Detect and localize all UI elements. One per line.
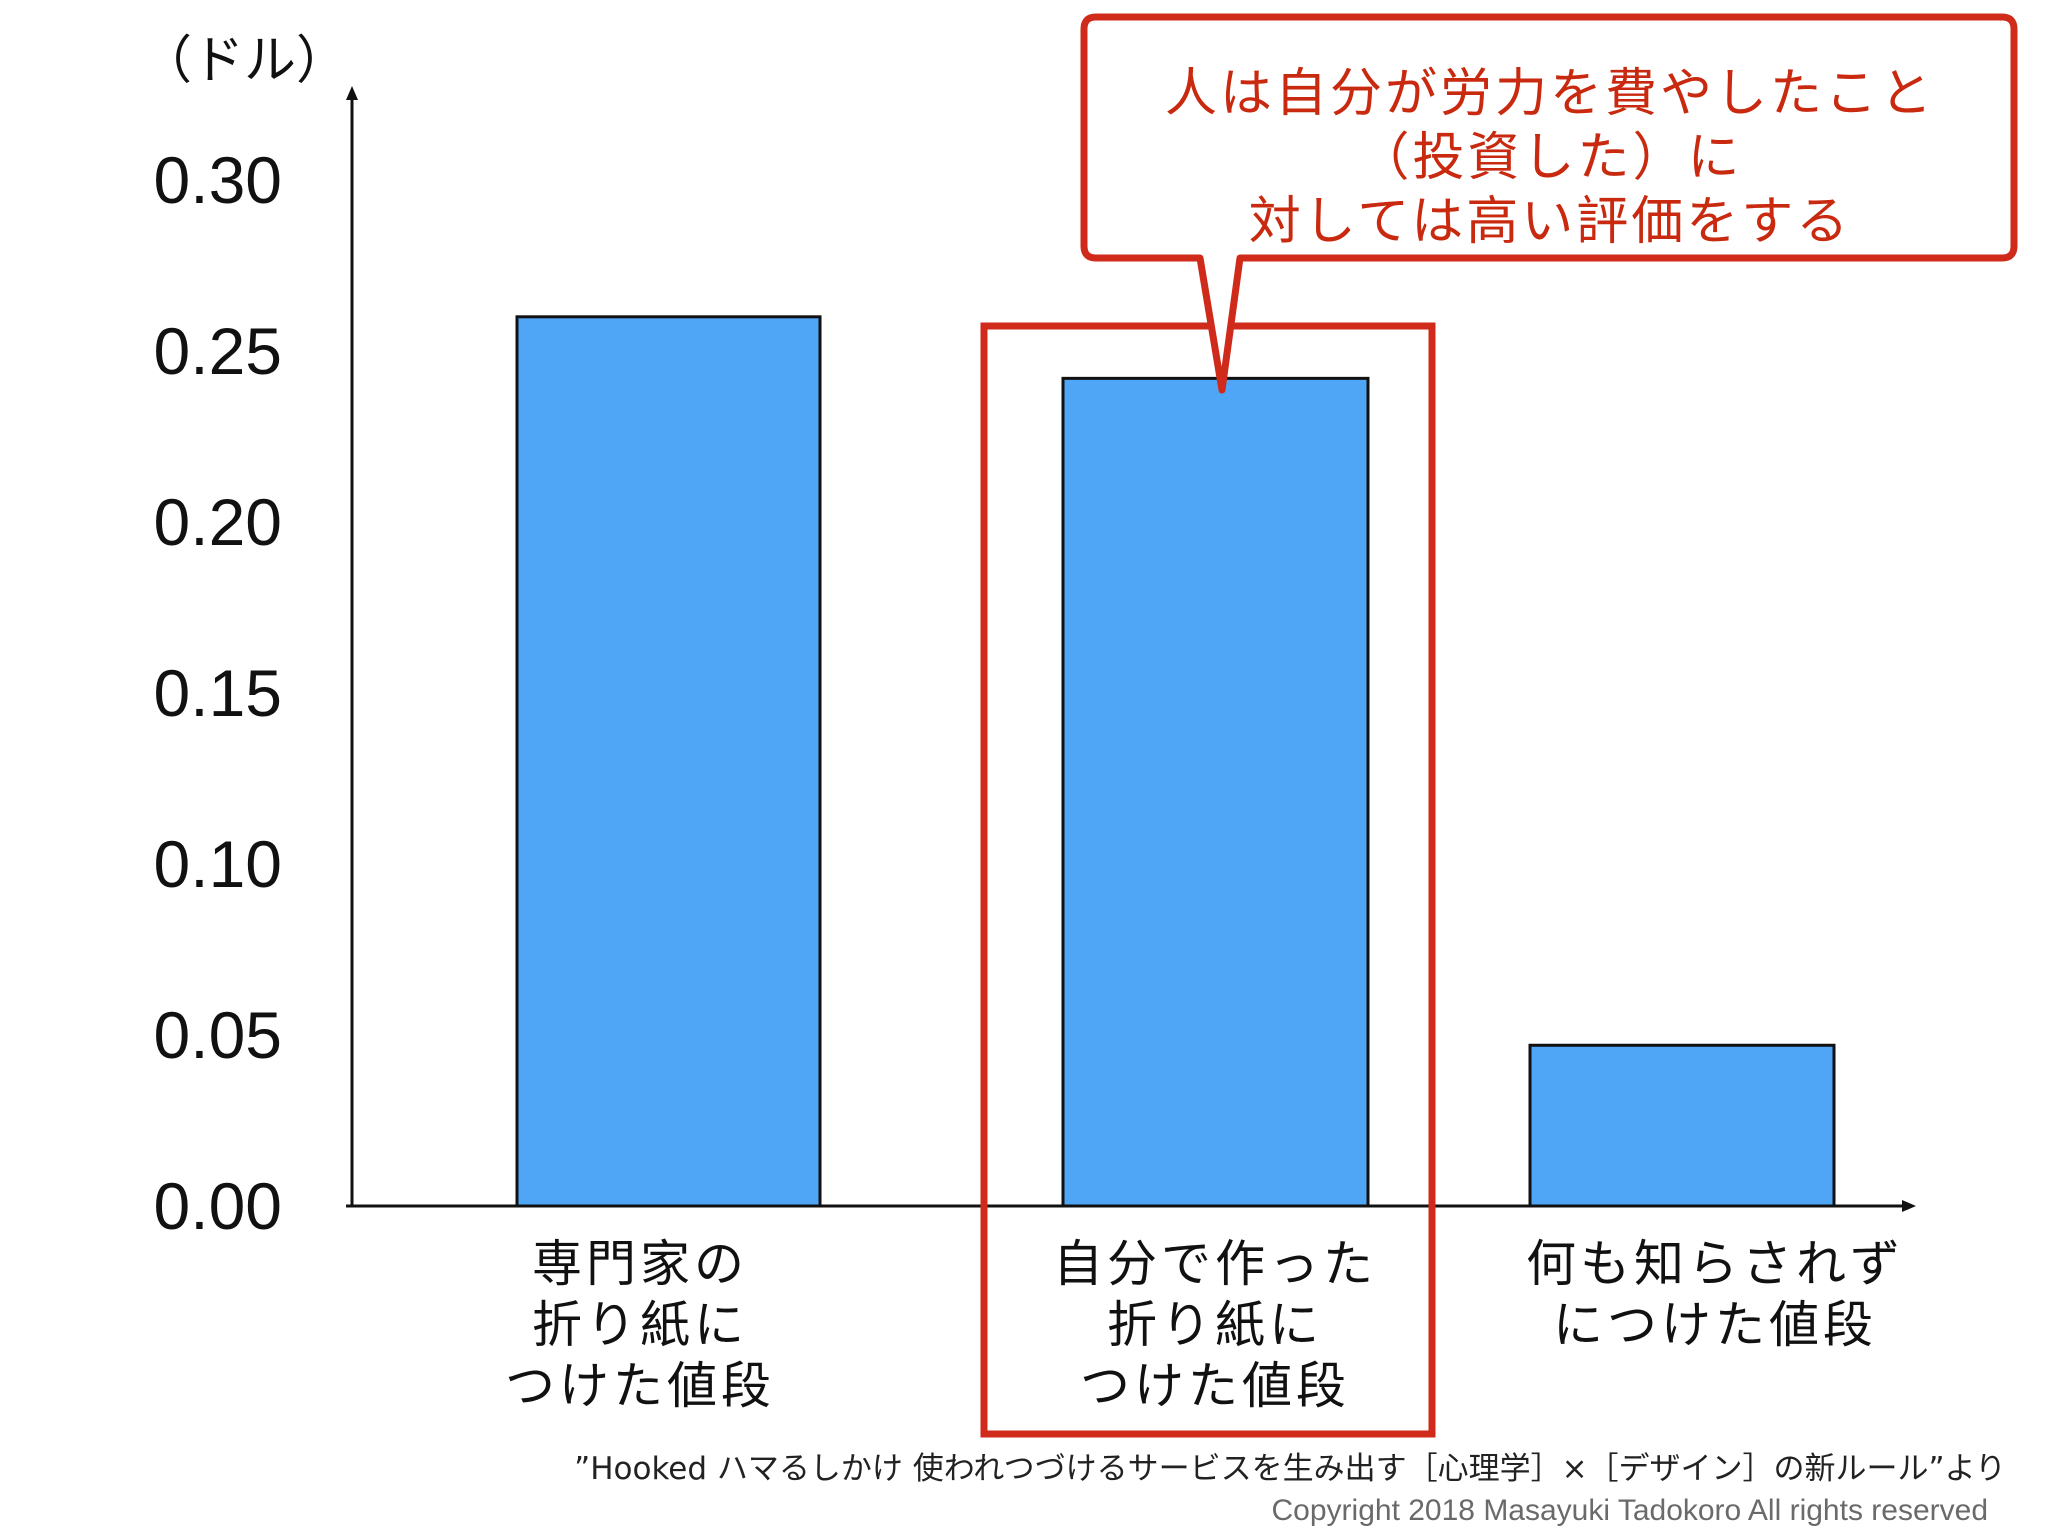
y-axis-arrow-icon [346,86,358,100]
category-label-line: つけた値段 [505,1357,775,1415]
y-tick-label: 0.20 [154,485,282,559]
y-unit-label: （ドル） [140,31,349,91]
callout-text: 人は自分が労力を費やしたこと （投資した）に 対しては高い評価をする [1090,62,2010,254]
bars [515,315,1836,1208]
category-label-line: につけた値段 [1553,1296,1877,1354]
y-tick-label: 0.00 [154,1169,282,1243]
category-label-line: つけた値段 [1080,1357,1350,1415]
category-label-line: 自分で作った [1053,1235,1377,1293]
y-tick-labels: 0.00 0.05 0.10 0.15 0.20 0.25 0.30 [154,143,282,1243]
bar [515,315,822,1208]
callout-line: （投資した）に [1357,128,1743,188]
category-label-self-made: 自分で作った 折り紙に つけた値段 [1005,1234,1425,1417]
bar [1528,1043,1836,1208]
callout-line: 人は自分が労力を費やしたこと [1164,64,1935,124]
highlight-box [980,322,1436,1438]
callout-box [1080,13,2018,394]
y-tick-label: 0.30 [154,143,282,217]
copyright-notice: Copyright 2018 Masayuki Tadokoro All rig… [1271,1494,1988,1527]
y-tick-label: 0.25 [154,314,282,388]
y-tick-label: 0.15 [154,656,282,730]
category-label-line: 折り紙に [532,1296,748,1354]
category-label-expert: 専門家の 折り紙に つけた値段 [430,1234,850,1417]
category-label-line: 専門家の [532,1235,748,1293]
y-tick-label: 0.05 [154,998,282,1072]
x-axis-arrow-icon [1902,1200,1916,1212]
y-tick-label: 0.10 [154,827,282,901]
bar [1061,376,1370,1208]
callout-line: 対しては高い評価をする [1248,192,1852,252]
category-label-uninformed: 何も知らされず につけた値段 [1505,1234,1925,1356]
source-citation: ”Hooked ハマるしかけ 使われつづけるサービスを生み出す［心理学］×［デザ… [574,1451,2006,1487]
annotations [980,13,2018,1438]
category-label-line: 折り紙に [1107,1296,1323,1354]
category-label-line: 何も知らされず [1526,1235,1904,1293]
